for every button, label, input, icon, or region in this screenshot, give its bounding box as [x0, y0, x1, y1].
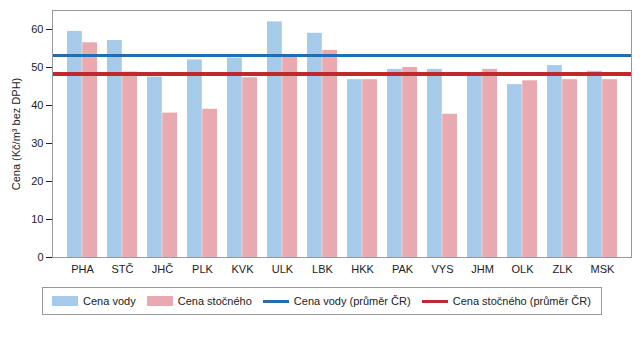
- svg-text:MSK: MSK: [591, 263, 616, 275]
- svg-text:60: 60: [31, 23, 43, 35]
- svg-text:VYS: VYS: [431, 263, 453, 275]
- svg-text:JHM: JHM: [471, 263, 494, 275]
- svg-text:ULK: ULK: [272, 263, 294, 275]
- html-text:Cena vody (průměr ČR): Cena vody (průměr ČR): [293, 295, 411, 307]
- svg-text:50: 50: [31, 61, 43, 73]
- svg-text:Cena (Kč/m³ bez DPH): Cena (Kč/m³ bez DPH): [10, 78, 22, 190]
- svg-text:ZLK: ZLK: [552, 263, 573, 275]
- svg-text:JHČ: JHČ: [152, 263, 173, 275]
- svg-text:HKK: HKK: [351, 263, 374, 275]
- svg-text:STČ: STČ: [112, 263, 134, 275]
- svg-text:40: 40: [31, 99, 43, 111]
- svg-text:0: 0: [37, 251, 43, 263]
- svg-text:PHA: PHA: [71, 263, 94, 275]
- svg-text:KVK: KVK: [231, 263, 254, 275]
- html-text:Cena stočného (průměr ČR): Cena stočného (průměr ČR): [452, 295, 591, 307]
- svg-text:LBK: LBK: [312, 263, 333, 275]
- svg-text:20: 20: [31, 175, 43, 187]
- svg-text:10: 10: [31, 213, 43, 225]
- svg-text:30: 30: [31, 137, 43, 149]
- svg-text:PAK: PAK: [392, 263, 414, 275]
- svg-text:PLK: PLK: [192, 263, 213, 275]
- html-text:Cena stočného: Cena stočného: [177, 295, 252, 307]
- svg-text:OLK: OLK: [511, 263, 534, 275]
- html-text:Cena vody: Cena vody: [83, 295, 136, 307]
